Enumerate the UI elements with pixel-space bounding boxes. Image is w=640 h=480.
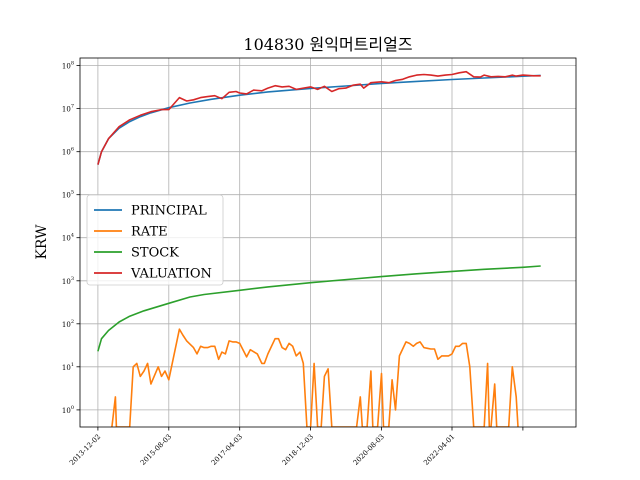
series-line-rate: [111, 328, 519, 427]
y-tick-label: 108: [62, 61, 74, 71]
y-axis: 100 101 102 103 104 105 106 107 108: [62, 61, 80, 415]
plot-frame: [79, 57, 577, 428]
x-tick-label: 2013-12-02: [68, 433, 102, 467]
x-tick-label: 2022-04-01: [422, 433, 456, 467]
legend-label: VALUATION: [130, 267, 212, 282]
series-line-stock: [97, 265, 541, 352]
x-tick-label: 2018-12-03: [281, 433, 315, 467]
legend-label: PRINCIPAL: [131, 204, 207, 219]
y-tick-label: 105: [62, 190, 74, 200]
series-group: [97, 70, 541, 427]
y-tick-label: 102: [62, 319, 74, 329]
series-line-principal: [97, 74, 541, 165]
series-line-valuation: [97, 70, 541, 165]
legend: PRINCIPAL RATE STOCK VALUATION: [86, 194, 224, 286]
legend-box: [86, 194, 224, 286]
x-axis: 2013-12-02 2015-08-03 2017-04-03 2018-12-03…: [68, 427, 524, 467]
legend-label: STOCK: [131, 246, 179, 261]
series-layer: [97, 70, 541, 427]
legend-label: RATE: [131, 225, 168, 240]
y-tick-label: 103: [62, 276, 74, 286]
y-tick-label: 101: [62, 362, 74, 372]
y-axis-label: KRW: [34, 224, 50, 260]
y-tick-label: 100: [62, 405, 74, 415]
y-tick-label: 107: [62, 104, 74, 114]
y-tick-label: 104: [62, 233, 74, 243]
chart-title: 104830 원익머트리얼즈: [243, 35, 412, 54]
x-tick-label: 2017-04-03: [210, 433, 244, 467]
x-tick-label: 2020-08-03: [352, 433, 386, 467]
y-tick-label: 106: [62, 147, 74, 157]
x-tick-label: 2015-08-03: [139, 433, 173, 467]
